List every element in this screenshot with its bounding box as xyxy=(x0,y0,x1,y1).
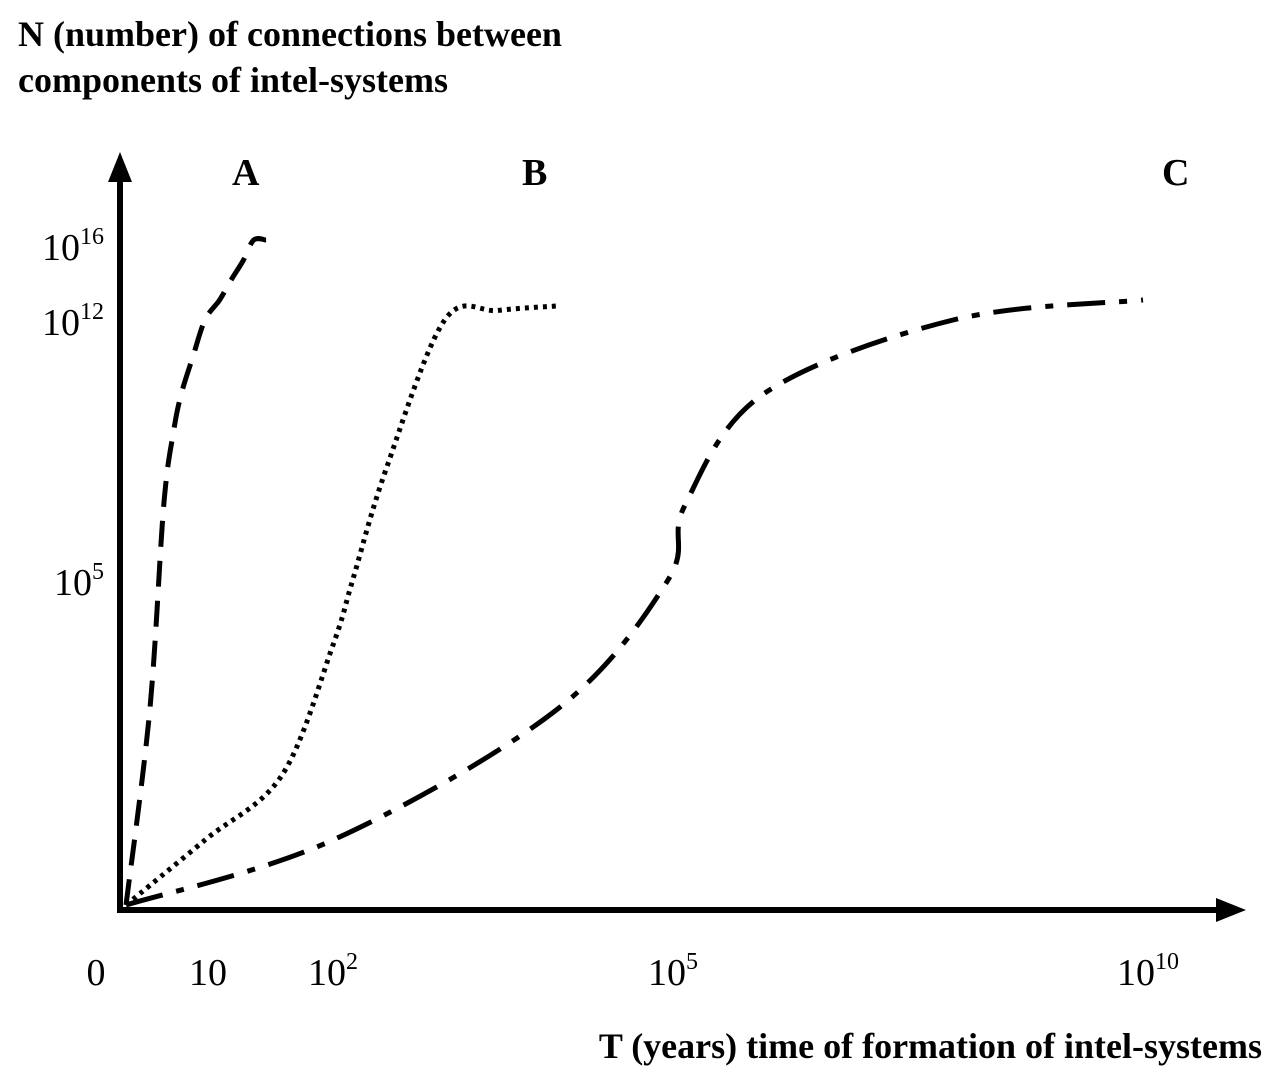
x-axis-tick-labels: 0 10 102 105 1010 xyxy=(87,949,1180,994)
series-b-label: B xyxy=(522,152,547,194)
x-axis-arrowhead xyxy=(1216,898,1246,922)
x-tick-label-3: 105 xyxy=(648,949,698,994)
x-tick-label-2: 102 xyxy=(308,949,358,994)
series-a-line xyxy=(123,236,267,906)
y-axis-arrowhead xyxy=(108,152,132,182)
x-tick-label-4: 1010 xyxy=(1117,949,1179,994)
y-tick-label-2: 1016 xyxy=(42,224,104,269)
series-c-label: C xyxy=(1162,152,1189,194)
series-c-line xyxy=(125,297,1144,908)
x-tick-label-1: 10 xyxy=(189,952,227,994)
x-tick-label-0: 0 xyxy=(87,952,106,994)
y-axis-tick-labels: 105 1012 1016 xyxy=(42,224,104,604)
y-axis-title-line-2: components of intel-systems xyxy=(18,60,448,100)
y-axis-title-line-1: N (number) of connections between xyxy=(18,14,562,54)
y-tick-label-0: 105 xyxy=(54,559,104,604)
y-tick-label-1: 1012 xyxy=(42,299,104,344)
series-b-line xyxy=(124,303,557,907)
series-a-label: A xyxy=(232,152,260,194)
x-axis-title: T (years) time of formation of intel-sys… xyxy=(599,1026,1262,1066)
